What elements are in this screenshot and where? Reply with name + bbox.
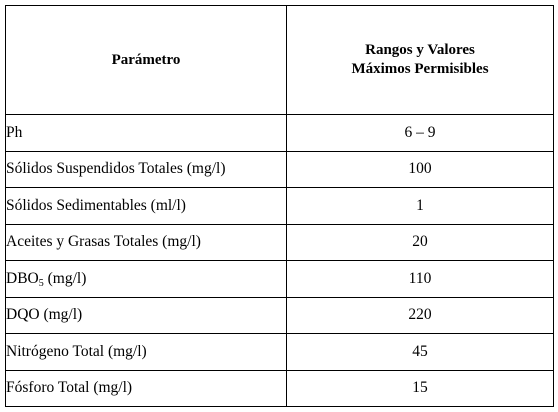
row-name-main: DBO [6, 269, 39, 287]
row-name-unit: (mg/l) [43, 269, 87, 287]
row-name: Nitrógeno Total (mg/l) [5, 333, 287, 371]
parameters-table: Parámetro Rangos y Valores Máximos Permi… [5, 5, 554, 407]
header-range: Rangos y Valores Máximos Permisibles [286, 5, 554, 115]
table-row: Sólidos Sedimentables (ml/l) 1 [5, 187, 554, 225]
row-name: Ph [5, 114, 287, 152]
table-row: Nitrógeno Total (mg/l) 45 [5, 333, 554, 371]
header-parameter: Parámetro [5, 5, 287, 115]
row-value: 110 [286, 260, 554, 298]
row-name: DBO5 (mg/l) [5, 260, 287, 298]
table-row: DQO (mg/l) 220 [5, 296, 554, 334]
table-row: DBO5 (mg/l) 110 [5, 260, 554, 298]
table-row: Aceites y Grasas Totales (mg/l) 20 [5, 223, 554, 261]
row-value: 100 [286, 150, 554, 188]
row-name-subscript: 5 [38, 277, 44, 289]
row-value: 1 [286, 187, 554, 225]
header-range-line2: Máximos Permisibles [351, 61, 489, 77]
row-name: Fósforo Total (mg/l) [5, 369, 287, 407]
row-value: 220 [286, 296, 554, 334]
table-row: Ph 6 – 9 [5, 114, 554, 152]
row-value: 6 – 9 [286, 114, 554, 152]
row-value: 15 [286, 369, 554, 407]
row-name: Sólidos Suspendidos Totales (mg/l) [5, 150, 287, 188]
table-row: Sólidos Suspendidos Totales (mg/l) 100 [5, 150, 554, 188]
header-range-line1: Rangos y Valores [365, 42, 475, 58]
row-name: DQO (mg/l) [5, 296, 287, 334]
row-name: Sólidos Sedimentables (ml/l) [5, 187, 287, 225]
row-name: Aceites y Grasas Totales (mg/l) [5, 223, 287, 261]
row-value: 45 [286, 333, 554, 371]
table-header-row: Parámetro Rangos y Valores Máximos Permi… [5, 5, 554, 115]
table-row: Fósforo Total (mg/l) 15 [5, 369, 554, 407]
row-value: 20 [286, 223, 554, 261]
